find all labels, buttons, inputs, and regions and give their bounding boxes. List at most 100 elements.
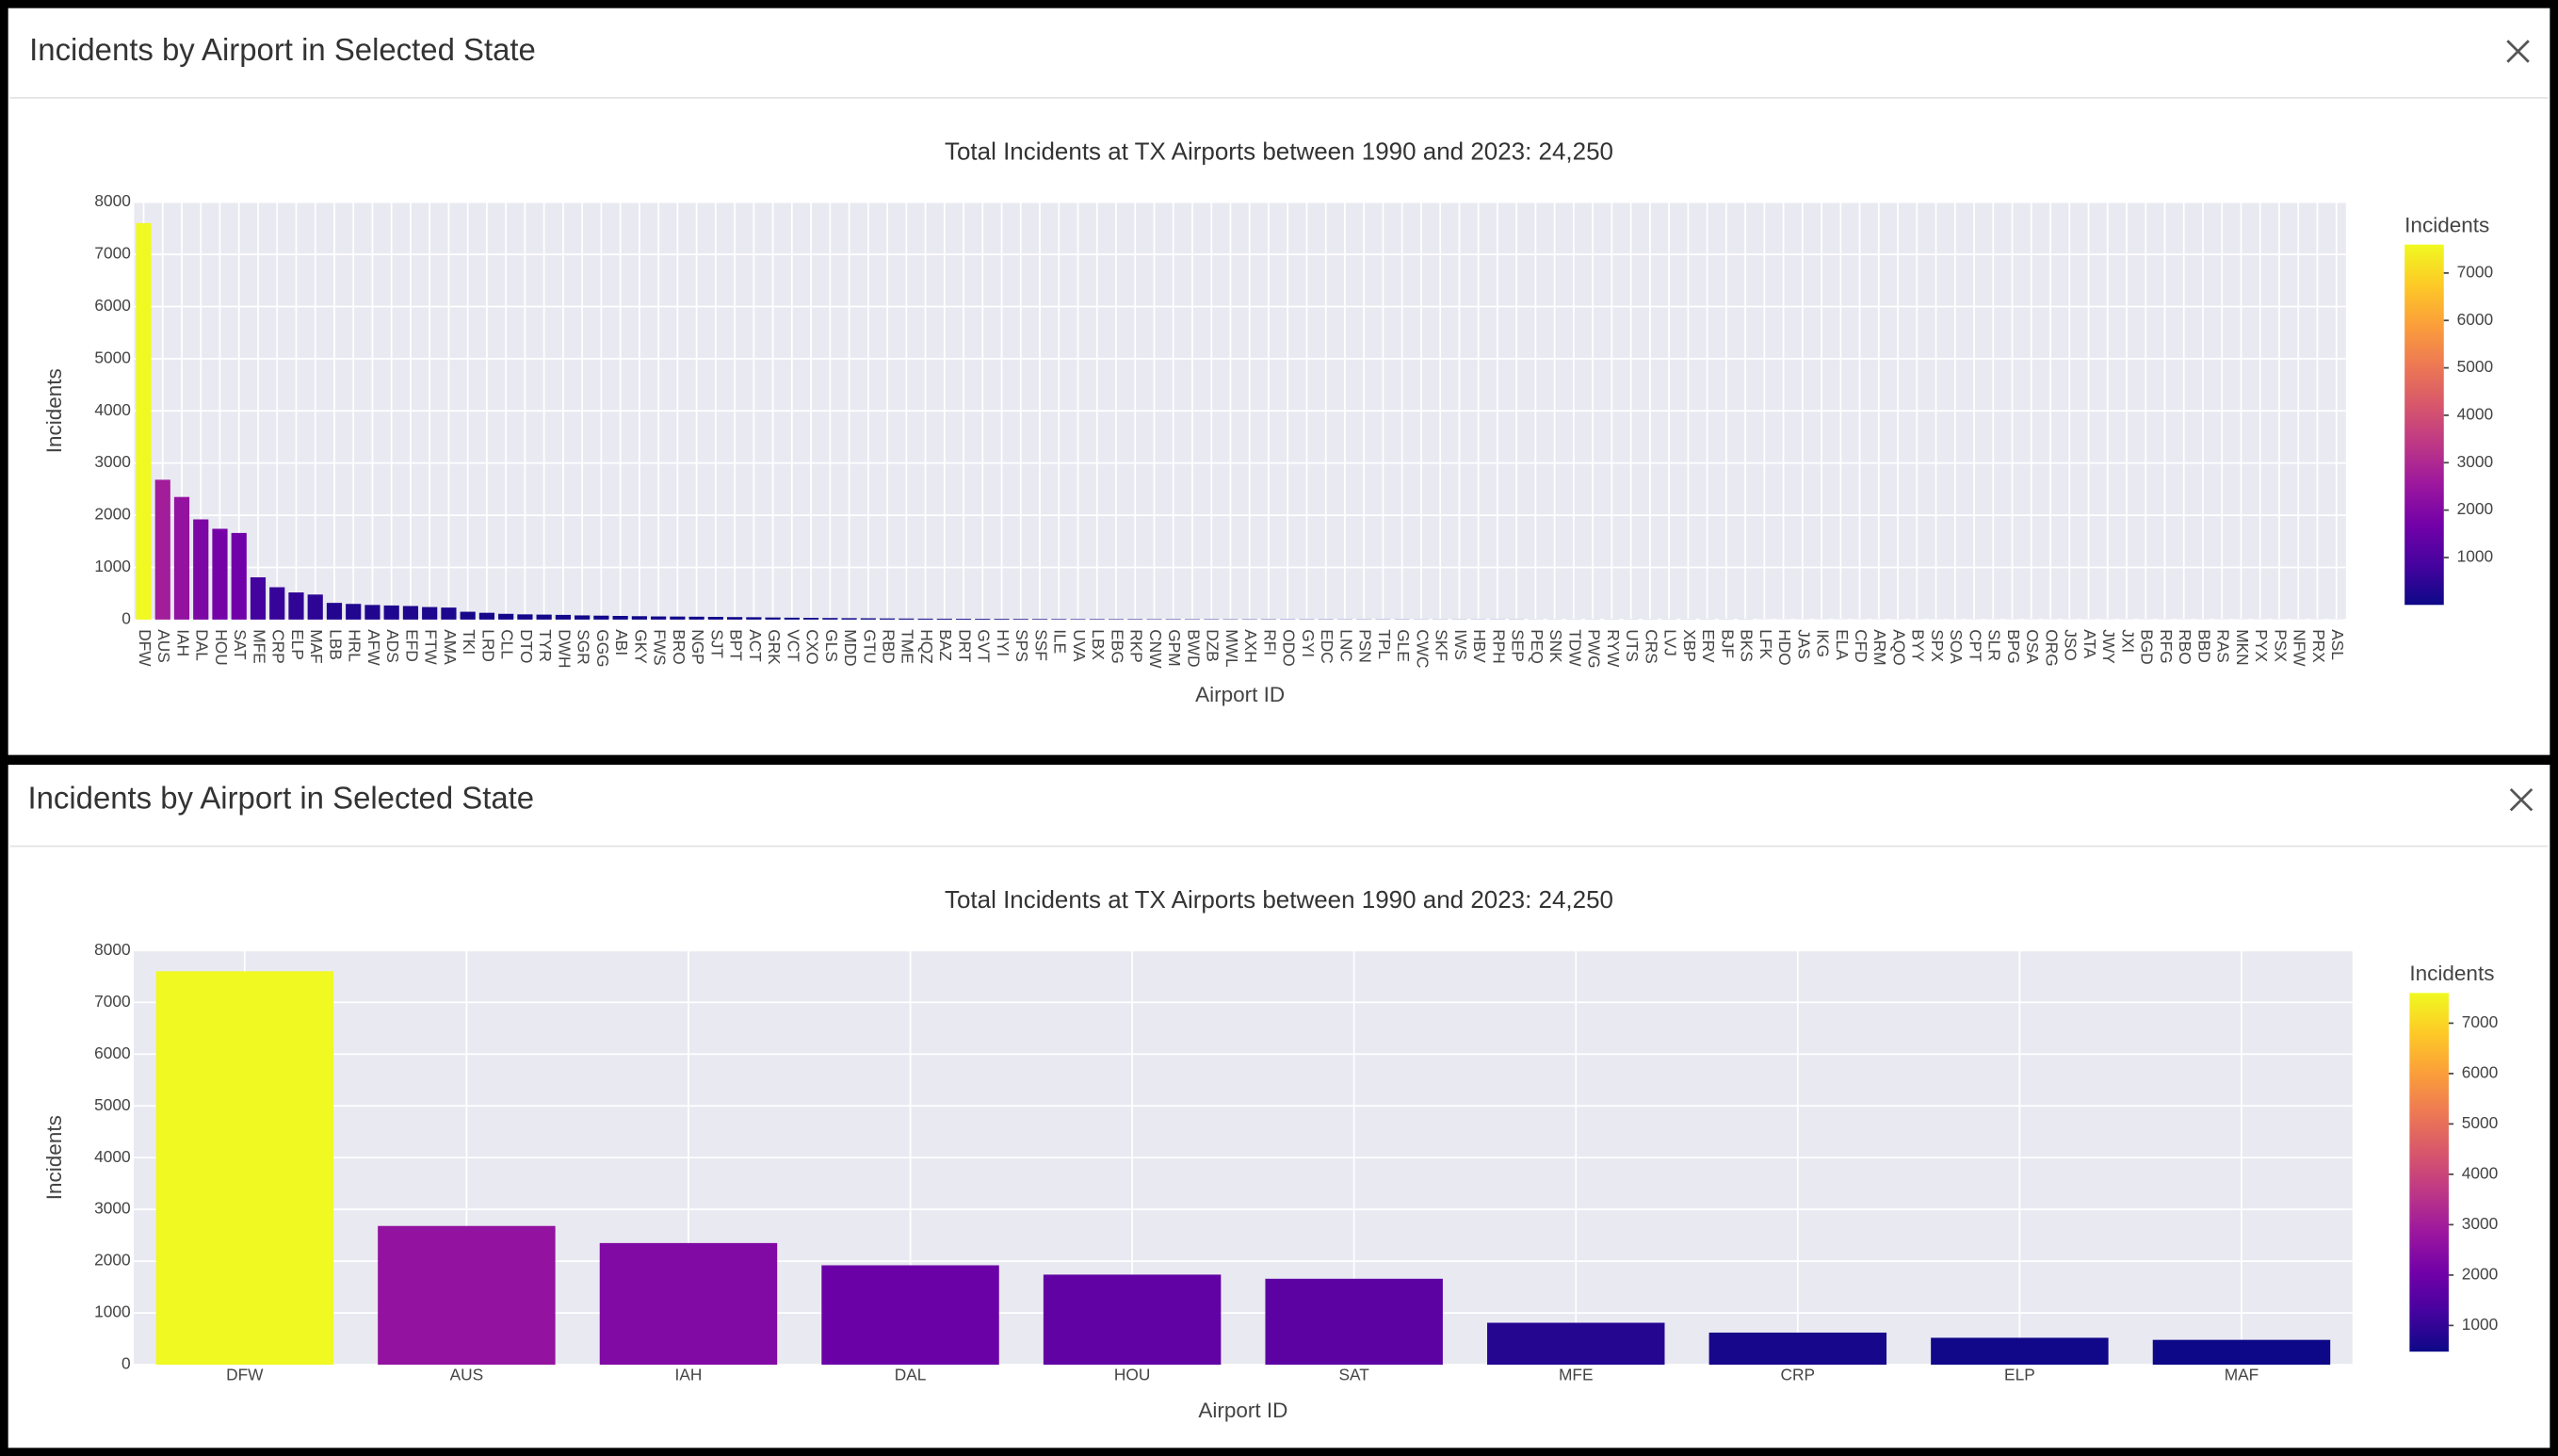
- x-tick-label: PWG: [1585, 629, 1604, 668]
- bar: [193, 519, 209, 620]
- colorbar-tick-label: 4000: [2462, 1163, 2498, 1182]
- bar: [821, 1265, 999, 1366]
- modal: Incidents by Airport in Selected State: [9, 781, 2549, 848]
- y-tick-label: 3000: [94, 1199, 130, 1218]
- bar: [651, 616, 667, 620]
- x-tick-label: NGP: [688, 629, 707, 664]
- x-tick-label: SSF: [1031, 629, 1050, 661]
- x-tick-label: BPT: [727, 629, 746, 661]
- bar: [517, 614, 533, 620]
- x-tick-label: IKG: [1813, 629, 1832, 657]
- x-tick-label: AUS: [154, 629, 173, 663]
- bar: [155, 971, 334, 1366]
- x-tick-label: HOU: [212, 629, 231, 665]
- x-tick-label: SLR: [1985, 629, 2004, 661]
- modal: Incidents by Airport in Selected State: [9, 32, 2549, 99]
- bar: [2152, 1339, 2331, 1366]
- bar: [975, 619, 991, 620]
- x-tick-label: TDW: [1565, 629, 1584, 667]
- x-tick-label: SAT: [231, 629, 250, 660]
- x-tick-label: MDD: [841, 629, 860, 666]
- x-tick-label: UVA: [1070, 629, 1089, 662]
- bar: [1089, 619, 1105, 620]
- x-axis-label: Airport ID: [1195, 683, 1285, 706]
- x-tick-label: EFD: [402, 629, 421, 662]
- bar: [707, 616, 723, 620]
- x-tick-label: BKS: [1738, 629, 1757, 662]
- x-tick-label: RYW: [1604, 629, 1623, 668]
- bar: [936, 618, 952, 620]
- x-tick-label: ERV: [1699, 629, 1718, 663]
- x-tick-label: GLE: [1394, 629, 1413, 662]
- x-tick-label: ADS: [383, 629, 402, 663]
- bar: [955, 618, 972, 620]
- bar: [1031, 619, 1048, 620]
- x-tick-label: BYY: [1909, 629, 1928, 662]
- x-tick-label: IAH: [675, 1366, 703, 1384]
- x-tick-label: CRP: [1781, 1366, 1816, 1384]
- bar: [899, 618, 915, 620]
- x-tick-label: ELP: [2004, 1366, 2035, 1384]
- x-tick-label: MAF: [2225, 1366, 2259, 1384]
- bar: [1931, 1337, 2109, 1366]
- x-tick-label: HYI: [994, 629, 1012, 656]
- x-tick-label: SEP: [1509, 629, 1528, 662]
- x-tick-label: RAS: [2214, 629, 2233, 663]
- x-tick-label: GLS: [822, 629, 841, 662]
- x-tick-label: RBD: [879, 629, 898, 664]
- bar: [441, 607, 457, 620]
- bar: [498, 613, 514, 620]
- close-button[interactable]: [2506, 40, 2530, 63]
- x-tick-label: ATA: [2080, 629, 2099, 659]
- x-tick-label: MFE: [1559, 1366, 1594, 1384]
- bar: [917, 618, 933, 620]
- x-tick-label: BWD: [1184, 629, 1203, 667]
- x-tick-label: AQO: [1889, 629, 1908, 665]
- x-tick-label: GGG: [593, 629, 612, 667]
- bar: [1265, 1278, 1443, 1366]
- colorbar-tick-label: 2000: [2462, 1264, 2498, 1283]
- x-tick-label: BJF: [1718, 629, 1737, 658]
- x-tick-label: BRO: [670, 629, 688, 664]
- x-tick-label: CXO: [803, 629, 822, 664]
- x-tick-label: SAT: [1338, 1366, 1369, 1384]
- bar: [746, 617, 762, 620]
- x-tick-label: RBO: [2176, 629, 2194, 664]
- bar: [1012, 619, 1028, 620]
- x-tick-label: IWS: [1451, 629, 1470, 660]
- bar: [599, 1242, 778, 1366]
- y-axis-label: Incidents: [42, 1115, 66, 1200]
- colorbar-tick-label: 7000: [2462, 1012, 2498, 1031]
- bar: [802, 618, 819, 620]
- x-tick-label: DZB: [1204, 629, 1222, 662]
- x-tick-label: SPX: [1928, 629, 1947, 662]
- colorbar-title: Incidents: [2409, 962, 2494, 985]
- x-tick-label: CPT: [1966, 629, 1984, 662]
- y-tick-label: 1000: [94, 557, 130, 575]
- x-tick-label: AXH: [1241, 629, 1260, 663]
- x-tick-label: CLL: [498, 629, 517, 659]
- x-tick-label: HRL: [346, 629, 364, 662]
- modal-title: Incidents by Airport in Selected State: [29, 32, 536, 67]
- x-tick-label: NFW: [2291, 629, 2309, 667]
- bar: [536, 614, 552, 620]
- y-tick-label: 7000: [94, 244, 130, 263]
- close-button[interactable]: [2509, 787, 2534, 812]
- x-tick-label: ODO: [1280, 629, 1299, 666]
- x-tick-label: ABI: [612, 629, 631, 655]
- y-tick-label: 6000: [94, 1043, 130, 1062]
- colorbar-tick-label: 5000: [2462, 1113, 2498, 1132]
- x-tick-label: ORG: [2042, 629, 2061, 666]
- colorbar-tick-label: 1000: [2462, 1315, 2498, 1334]
- x-tick-label: ELA: [1833, 629, 1852, 660]
- x-tick-label: ACT: [746, 629, 765, 662]
- bar: [346, 604, 362, 620]
- x-tick-label: AMA: [441, 629, 460, 665]
- y-tick-label: 4000: [94, 400, 130, 419]
- bar: [765, 617, 781, 620]
- x-tick-label: FWS: [651, 629, 670, 665]
- y-tick-label: 0: [121, 1354, 131, 1373]
- x-tick-label: JXI: [2118, 629, 2137, 653]
- bar: [269, 587, 285, 620]
- y-tick-label: 2000: [94, 505, 130, 524]
